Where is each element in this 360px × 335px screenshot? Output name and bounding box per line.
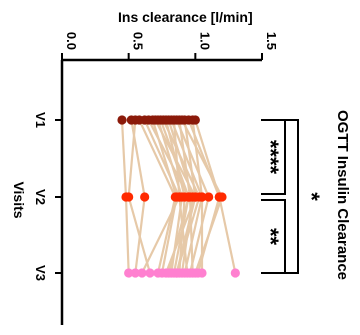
point-V3-1 xyxy=(124,268,134,278)
bracket-V1-V2 xyxy=(261,119,286,195)
visit-axis-title: Visits xyxy=(11,181,27,218)
significance-annotations: ******* xyxy=(258,119,324,274)
visit-tick-label-V2: V2 xyxy=(33,189,48,205)
point-V2-21 xyxy=(197,192,207,202)
visit-axis-ticks: V1 V2 V3 xyxy=(33,112,62,281)
significance-label-V1-V2: **** xyxy=(258,140,283,175)
bracket-V1-V3 xyxy=(285,119,299,274)
point-V1-1 xyxy=(117,115,127,125)
bracket-V2-V3 xyxy=(261,199,286,274)
value-tick-label-3: 1.5 xyxy=(264,32,279,50)
point-V3-22 xyxy=(230,268,240,278)
value-axis-ticks: 0.0 0.5 1.0 1.5 xyxy=(61,32,279,60)
significance-label-V1-V3: * xyxy=(299,192,324,201)
point-V3-5 xyxy=(137,268,147,278)
point-V2-22 xyxy=(214,192,224,202)
value-axis-title: Ins clearance [l/min] xyxy=(118,9,253,25)
point-V3-19 xyxy=(172,268,182,278)
value-tick-label-0: 0.0 xyxy=(64,32,79,50)
point-V3-2 xyxy=(130,268,140,278)
significance-label-V2-V3: ** xyxy=(258,228,283,246)
point-V2-3 xyxy=(124,192,134,202)
chart-title: OGTT Insulin Clearance xyxy=(334,110,351,280)
value-tick-label-2: 1.0 xyxy=(197,32,212,50)
data-points xyxy=(117,115,240,278)
point-V1-22 xyxy=(190,115,200,125)
value-tick-label-1: 0.5 xyxy=(131,32,146,50)
visit-tick-label-V3: V3 xyxy=(33,265,48,281)
point-V3-21 xyxy=(197,268,207,278)
point-V3-3 xyxy=(145,268,155,278)
point-V2-19 xyxy=(190,192,200,202)
point-V2-15 xyxy=(174,192,184,202)
point-V2-16 xyxy=(204,192,214,202)
point-V2-2 xyxy=(140,192,150,202)
visit-tick-label-V1: V1 xyxy=(33,112,48,128)
